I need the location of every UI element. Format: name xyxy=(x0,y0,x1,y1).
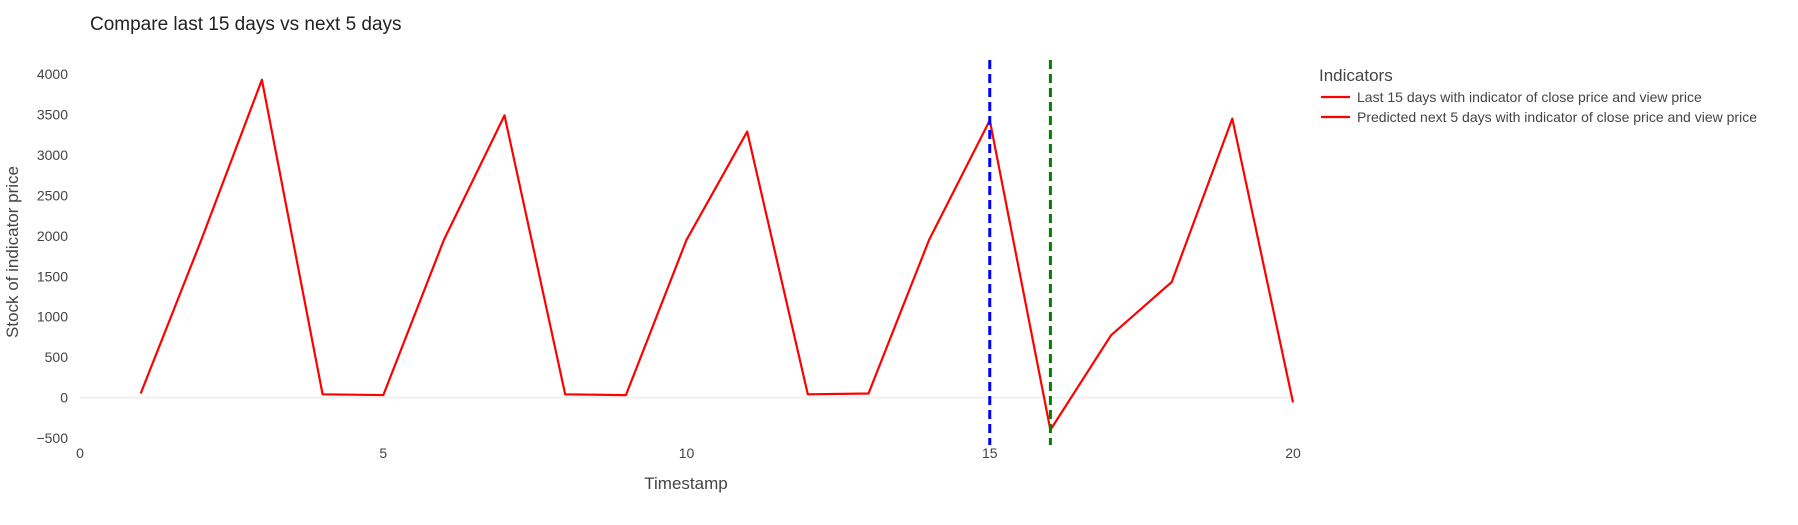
reference-lines-group xyxy=(988,60,1052,445)
y-tick-label: 2500 xyxy=(37,187,68,203)
legend-label: Last 15 days with indicator of close pri… xyxy=(1357,89,1702,105)
legend-label: Predicted next 5 days with indicator of … xyxy=(1357,109,1757,125)
y-axis-ticks: −500 0 500 1000 1500 2000 2500 3000 3500 4000 xyxy=(36,66,68,446)
series-group xyxy=(139,78,1295,431)
y-tick-label: 2000 xyxy=(37,228,68,244)
y-axis-title: Stock of indicator price xyxy=(3,166,22,338)
x-tick-label: 5 xyxy=(379,445,387,461)
series-line-1 xyxy=(139,78,991,397)
legend[interactable]: Indicators Last 15 days with indicator o… xyxy=(1319,66,1757,125)
y-tick-label: 1000 xyxy=(37,309,68,325)
chart-title: Compare last 15 days vs next 5 days xyxy=(90,14,402,35)
x-tick-label: 20 xyxy=(1285,445,1301,461)
y-tick-label: 4000 xyxy=(37,66,68,82)
y-tick-label: 500 xyxy=(45,349,69,365)
x-axis-ticks: 0 5 10 15 20 xyxy=(76,445,1301,461)
y-tick-label: 0 xyxy=(60,390,68,406)
x-tick-label: 0 xyxy=(76,445,84,461)
legend-item-2[interactable]: Predicted next 5 days with indicator of … xyxy=(1321,109,1757,125)
x-tick-label: 15 xyxy=(982,445,998,461)
y-tick-label: −500 xyxy=(36,430,68,446)
series-line-2 xyxy=(988,117,1295,431)
x-tick-label: 10 xyxy=(679,445,695,461)
legend-title: Indicators xyxy=(1319,66,1393,85)
x-axis-title: Timestamp xyxy=(644,474,727,493)
legend-item-1[interactable]: Last 15 days with indicator of close pri… xyxy=(1321,89,1702,105)
y-tick-label: 1500 xyxy=(37,268,68,284)
y-tick-label: 3000 xyxy=(37,147,68,163)
y-tick-label: 3500 xyxy=(37,107,68,123)
